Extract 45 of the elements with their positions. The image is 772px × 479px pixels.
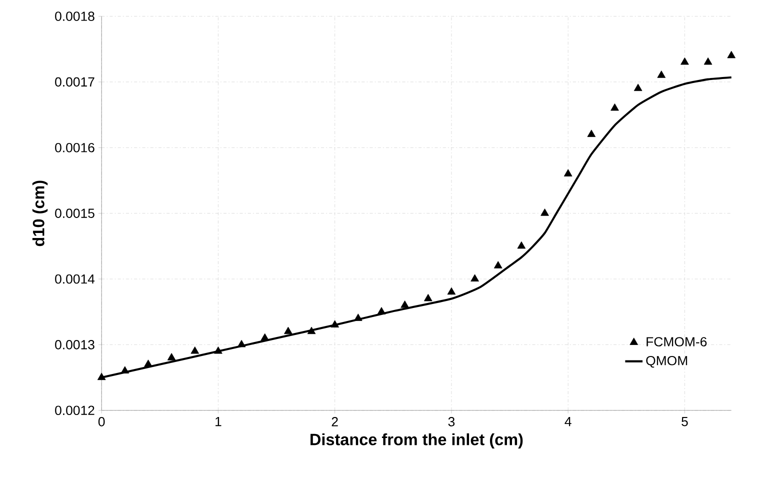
point <box>587 130 596 137</box>
point <box>260 333 270 340</box>
point <box>330 320 339 328</box>
point <box>610 103 619 110</box>
point <box>634 84 642 91</box>
y-tick-label: 0.0017 <box>55 77 94 86</box>
x-tick-label: 3 <box>448 416 455 426</box>
y-tick-label: 0.0013 <box>55 340 94 350</box>
x-axis-title: Distance from the inlet (cm) <box>310 433 523 448</box>
y-tick-label: 0.0012 <box>55 405 94 415</box>
point <box>237 340 246 347</box>
point <box>377 306 386 314</box>
x-tick-label: 5 <box>682 416 688 426</box>
point <box>540 208 549 216</box>
x-tick-label: 4 <box>564 416 572 426</box>
y-tick-label: 0.0014 <box>55 274 95 284</box>
point <box>447 287 456 294</box>
point <box>214 346 222 354</box>
point <box>120 366 130 374</box>
point <box>704 57 712 65</box>
y-axis-title: d10 (cm) <box>32 180 48 246</box>
point <box>424 294 432 301</box>
x-tick-label: 1 <box>216 416 222 426</box>
point <box>190 346 200 354</box>
point <box>470 274 479 282</box>
point <box>167 352 176 360</box>
point <box>657 70 666 78</box>
point <box>307 326 316 334</box>
point <box>680 57 689 65</box>
point <box>564 168 572 176</box>
point <box>727 50 736 58</box>
x-tick-label: 0 <box>98 416 105 426</box>
x-tick-label: 2 <box>332 416 338 426</box>
legend-label: QMOM <box>646 356 688 368</box>
y-tick-label: 0.0015 <box>55 208 94 218</box>
point <box>284 326 292 334</box>
point <box>494 260 502 268</box>
point <box>144 359 152 367</box>
point <box>97 372 106 380</box>
point <box>517 241 526 248</box>
point <box>354 313 362 321</box>
y-tick-label: 0.0016 <box>55 142 94 152</box>
point <box>400 300 409 308</box>
y-tick-label: 0.0018 <box>55 11 94 21</box>
legend-label: FCMOM-6 <box>646 336 707 346</box>
